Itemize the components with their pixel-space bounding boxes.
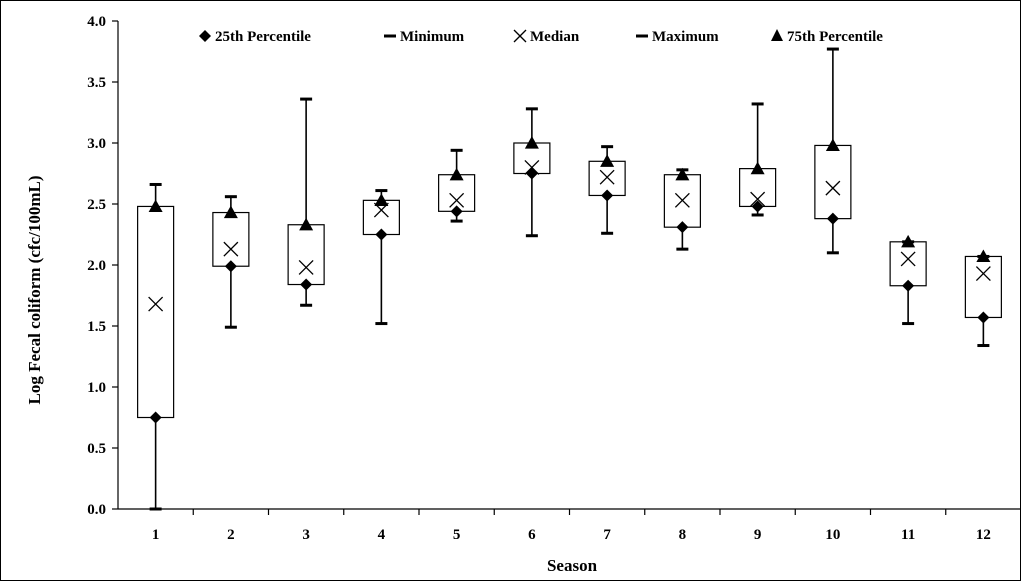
q1-diamond-marker [751, 200, 764, 213]
iqr-box [588, 160, 626, 197]
legend: 25th Percentile Minimum Median Maximum 75th … [199, 29, 883, 45]
q1-diamond-marker [300, 278, 313, 291]
legend-triangle-icon [771, 29, 783, 41]
legend-label: Maximum [652, 29, 719, 45]
q3-triangle-marker [299, 217, 314, 231]
x-tick-label: 7 [603, 527, 611, 543]
q3-triangle-marker [449, 167, 464, 181]
q1-diamond-marker [601, 189, 614, 202]
iqr-box [137, 205, 175, 419]
median-x-marker [599, 169, 615, 185]
median-x-marker [750, 191, 766, 207]
q1-diamond-marker [826, 212, 839, 225]
x-tick-label: 8 [679, 527, 687, 543]
q1-diamond-marker [149, 411, 162, 424]
q1-diamond-marker [224, 260, 237, 273]
q1-diamond-marker [450, 205, 463, 218]
legend-label: Median [530, 29, 580, 45]
legend-item: 25th Percentile [199, 29, 311, 45]
x-tick-label: 9 [754, 527, 762, 543]
q3-triangle-marker [223, 205, 238, 219]
iqr-box [438, 174, 476, 212]
q3-triangle-marker [675, 167, 690, 181]
legend-label: 75th Percentile [787, 29, 883, 45]
x-tick-label: 4 [378, 527, 386, 543]
box-season-12 [964, 249, 1002, 348]
y-tick-label: 1.5 [87, 319, 106, 335]
iqr-box [212, 211, 250, 267]
y-tick-label: 0.5 [87, 441, 106, 457]
x-tick-label: 5 [453, 527, 461, 543]
median-x-marker [148, 296, 164, 312]
iqr-box [964, 255, 1002, 319]
q1-diamond-marker [977, 311, 990, 324]
iqr-box [287, 224, 325, 286]
iqr-box [739, 168, 777, 208]
q3-triangle-marker [374, 193, 389, 206]
q1-diamond-marker [375, 228, 388, 241]
box-season-3 [287, 97, 325, 307]
legend-item: Maximum [636, 29, 719, 45]
x-tick-label: 11 [901, 527, 915, 543]
box-season-5 [438, 148, 476, 223]
y-tick-label: 3.0 [87, 136, 106, 152]
q3-triangle-marker [148, 199, 163, 213]
legend-item: 75th Percentile [771, 29, 883, 45]
q3-triangle-marker [976, 249, 991, 263]
x-tick-label: 6 [528, 527, 536, 543]
y-tick-label: 2.5 [87, 197, 106, 213]
box-season-10 [814, 47, 852, 255]
boxes [137, 47, 1002, 511]
x-axis-title: Season [547, 556, 598, 575]
legend-label: 25th Percentile [215, 29, 311, 45]
x-tick-label: 2 [227, 527, 235, 543]
median-x-marker [975, 266, 991, 281]
y-tick-label: 0.0 [87, 502, 106, 518]
legend-item: Median [513, 29, 580, 45]
iqr-box [889, 241, 927, 287]
x-tick-label: 10 [825, 527, 840, 543]
plot-area: 0.00.51.01.52.02.53.03.54.01 2 3 4 5 6 7 8 9 10 11… [87, 14, 1021, 543]
iqr-box [814, 144, 852, 220]
box-season-7 [588, 145, 626, 235]
box-season-9 [739, 102, 777, 217]
legend-diamond-icon [199, 30, 211, 42]
box-season-1 [137, 182, 175, 511]
median-x-marker [524, 159, 540, 175]
box-season-6 [513, 107, 551, 238]
q3-triangle-marker [600, 154, 615, 167]
x-tick-label: 12 [976, 527, 991, 543]
median-x-marker [298, 259, 314, 275]
y-tick-label: 4.0 [87, 14, 106, 30]
box-season-2 [212, 195, 250, 329]
box-season-8 [663, 167, 701, 251]
legend-item: Minimum [384, 29, 465, 45]
box-season-11 [889, 234, 927, 326]
y-tick-label: 1.0 [87, 380, 106, 396]
median-x-marker [373, 202, 389, 218]
median-x-marker [900, 251, 916, 267]
median-x-marker [825, 180, 841, 196]
q3-triangle-marker [750, 161, 765, 175]
x-tick-label: 1 [152, 527, 160, 543]
median-x-marker [449, 192, 465, 208]
q1-diamond-marker [902, 279, 915, 292]
y-tick-label: 3.5 [87, 75, 106, 91]
q3-triangle-marker [825, 138, 840, 152]
y-tick-label: 2.0 [87, 258, 106, 274]
q3-triangle-marker [901, 234, 916, 248]
q3-triangle-marker [524, 136, 539, 149]
x-tick-label: 3 [302, 527, 310, 543]
y-axis-title: Log Fecal coliform (cfc/100mL) [25, 176, 44, 405]
legend-label: Minimum [400, 29, 465, 45]
legend-x-icon [513, 29, 527, 43]
median-x-marker [223, 241, 239, 257]
box-season-4 [362, 189, 400, 326]
q1-diamond-marker [676, 221, 689, 234]
median-x-marker [674, 192, 690, 208]
